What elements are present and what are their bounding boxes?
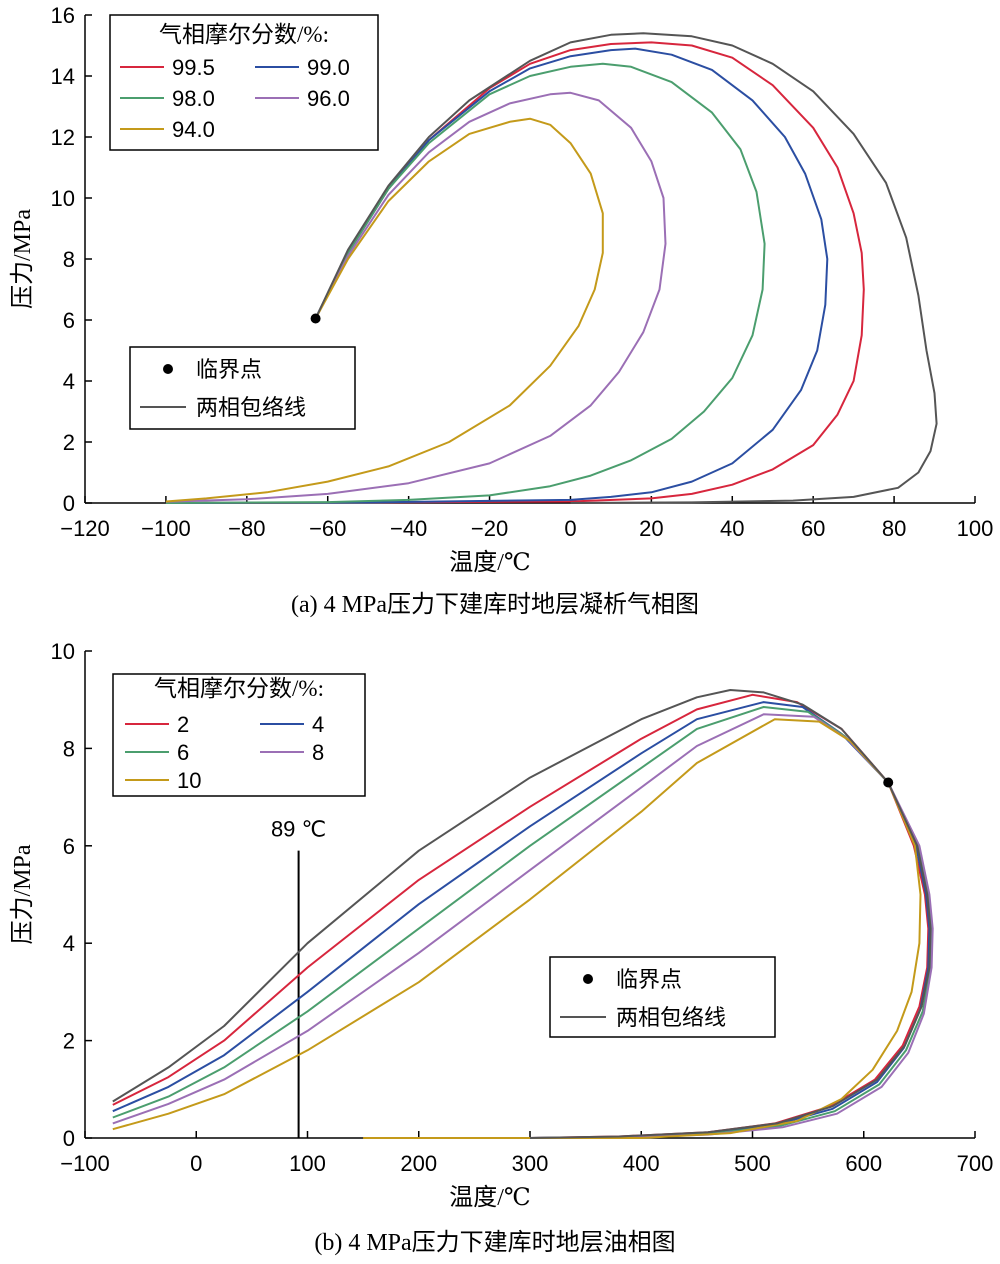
- legend-critical-point-label: 临界点: [196, 357, 262, 382]
- legend-envelope-label: 两相包络线: [196, 395, 306, 420]
- legend-label: 2: [177, 712, 189, 737]
- x-tick-label: 200: [400, 1151, 437, 1176]
- reference-line-label: 89 ℃: [271, 817, 326, 842]
- envelope-line: [314, 32, 938, 504]
- y-tick-label: 2: [63, 430, 75, 455]
- x-axis-label: 温度/℃: [449, 1184, 531, 1211]
- series-line-94.0: [165, 117, 604, 503]
- y-axis-label: 压力/MPa: [9, 844, 36, 944]
- legend-label: 99.0: [307, 55, 350, 80]
- x-tick-label: −120: [60, 516, 110, 541]
- critical-point-marker: [883, 777, 894, 788]
- series-line-98.0: [165, 62, 766, 504]
- legend-critical-point-marker: [583, 974, 593, 984]
- x-tick-label: 500: [734, 1151, 771, 1176]
- y-tick-label: 2: [63, 1029, 75, 1054]
- series-legend-box: [109, 14, 379, 151]
- x-tick-label: 300: [512, 1151, 549, 1176]
- x-tick-label: 20: [639, 516, 663, 541]
- legend-title: 气相摩尔分数/%:: [159, 22, 329, 47]
- y-tick-label: 16: [51, 3, 75, 28]
- marker-legend-box: [129, 346, 356, 430]
- legend-label: 96.0: [307, 86, 350, 111]
- y-tick-label: 12: [51, 125, 75, 150]
- x-tick-label: −100: [141, 516, 191, 541]
- series-line-8: [112, 713, 934, 1139]
- x-tick-label: 80: [882, 516, 906, 541]
- x-tick-label: 0: [190, 1151, 202, 1176]
- y-tick-label: 10: [51, 639, 75, 664]
- legend-critical-point-marker: [163, 364, 173, 374]
- series-line-99.5: [165, 41, 865, 504]
- y-axis-label: 压力/MPa: [9, 209, 36, 309]
- series-legend-box: [112, 673, 366, 797]
- critical-point-marker: [310, 313, 321, 324]
- legend-critical-point-label: 临界点: [616, 967, 682, 992]
- x-tick-label: −40: [390, 516, 427, 541]
- y-tick-label: 4: [63, 369, 75, 394]
- y-tick-label: 14: [51, 64, 75, 89]
- y-tick-label: 10: [51, 186, 75, 211]
- y-tick-label: 6: [63, 308, 75, 333]
- legend-envelope-label: 两相包络线: [616, 1005, 726, 1030]
- legend-label: 99.5: [172, 55, 215, 80]
- x-tick-label: −20: [471, 516, 508, 541]
- x-tick-label: −100: [60, 1151, 110, 1176]
- legend-label: 4: [312, 712, 324, 737]
- x-tick-label: 100: [957, 516, 994, 541]
- legend-label: 94.0: [172, 117, 215, 142]
- y-tick-label: 6: [63, 834, 75, 859]
- y-tick-label: 0: [63, 491, 75, 516]
- y-tick-label: 8: [63, 247, 75, 272]
- marker-legend-box: [549, 956, 776, 1038]
- chart-a-gas-condensate: −120 −100 −80 −60 −40 −20 0 20 40 60 80 100 0 2 4 6 8 10 1…: [9, 3, 993, 618]
- x-tick-label: 0: [564, 516, 576, 541]
- x-tick-label: 400: [623, 1151, 660, 1176]
- legend-label: 6: [177, 740, 189, 765]
- x-tick-label: 100: [289, 1151, 326, 1176]
- series-line-99.0: [165, 47, 829, 504]
- chart-b-oil: −100 0 100 200 300 400 500 600 7000246810温度/℃压力/…: [9, 639, 993, 1256]
- x-axis-label: 温度/℃: [449, 549, 531, 576]
- legend-title: 气相摩尔分数/%:: [154, 676, 324, 701]
- legend-label: 98.0: [172, 86, 215, 111]
- y-tick-label: 4: [63, 931, 75, 956]
- y-tick-label: 0: [63, 1126, 75, 1151]
- legend-label: 8: [312, 740, 324, 765]
- x-tick-label: 600: [845, 1151, 882, 1176]
- x-tick-label: 700: [957, 1151, 994, 1176]
- figure-caption: (b) 4 MPa压力下建库时地层油相图: [314, 1229, 675, 1256]
- x-tick-label: 40: [720, 516, 744, 541]
- x-tick-label: −60: [309, 516, 346, 541]
- x-tick-label: −80: [228, 516, 265, 541]
- figure-caption: (a) 4 MPa压力下建库时地层凝析气相图: [291, 591, 699, 618]
- x-tick-label: 60: [801, 516, 825, 541]
- legend-label: 10: [177, 768, 201, 793]
- y-tick-label: 8: [63, 736, 75, 761]
- series-line-96.0: [165, 91, 667, 503]
- series-line-10: [112, 718, 922, 1139]
